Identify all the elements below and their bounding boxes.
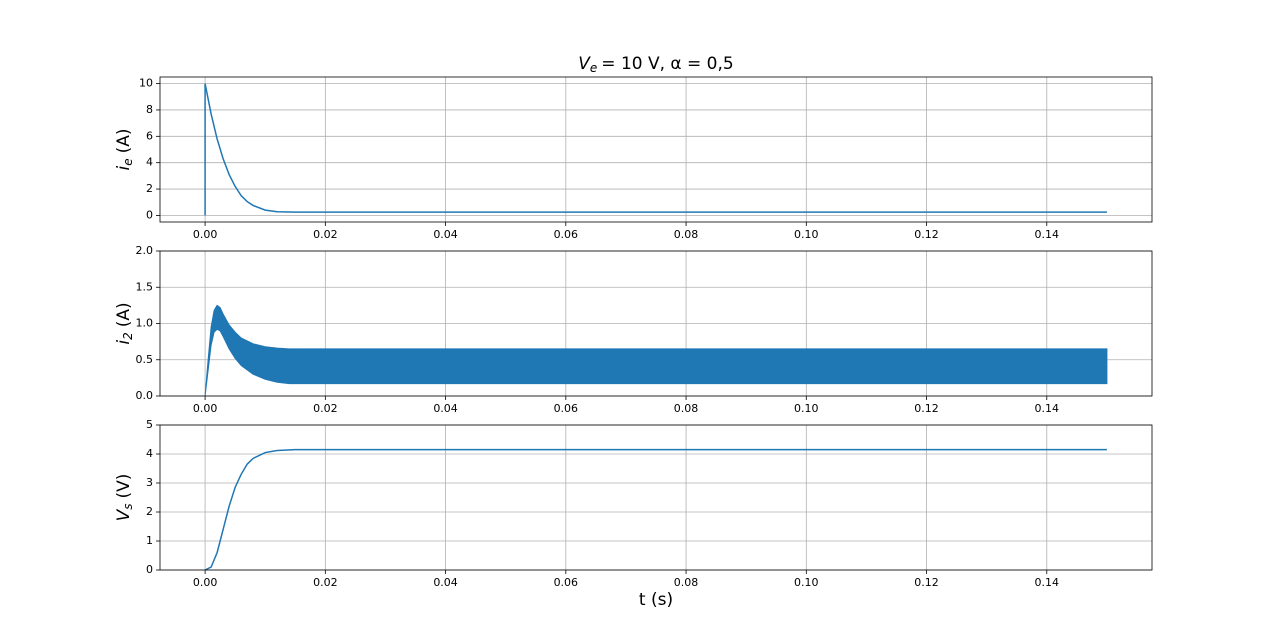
data-band — [204, 304, 1108, 397]
x-tick-label: 0.02 — [313, 402, 338, 415]
y-tick-label: 0.5 — [136, 353, 154, 366]
y-label-unit: (A) — [114, 128, 134, 153]
x-tick-label: 0.04 — [433, 228, 458, 241]
y-tick-label: 0 — [146, 208, 153, 221]
x-tick-label: 0.06 — [554, 576, 579, 589]
title-subscript: e — [590, 61, 597, 75]
y-tick-label: 2 — [146, 505, 153, 518]
y-tick-label: 4 — [146, 447, 153, 460]
y-tick-label: 2 — [146, 182, 153, 195]
y-tick-label: 2.0 — [136, 244, 154, 257]
y-label-subscript: e — [121, 158, 135, 165]
x-tick-label: 0.12 — [914, 576, 939, 589]
y-label-subscript: s — [121, 504, 135, 510]
y-label-subscript: 2 — [121, 332, 135, 340]
data-line — [204, 83, 1107, 216]
x-tick-label: 0.12 — [914, 228, 939, 241]
y-label-unit: (V) — [114, 474, 134, 499]
y-tick-label: 4 — [146, 156, 153, 169]
x-tick-label: 0.08 — [674, 402, 699, 415]
x-tick-label: 0.10 — [794, 228, 819, 241]
axes-frame — [159, 76, 1153, 223]
y-tick-label: 0.0 — [136, 389, 154, 402]
y-tick-label: 6 — [146, 129, 153, 142]
x-tick-label: 0.00 — [193, 576, 218, 589]
y-axis-label: i2 (A) — [114, 302, 135, 344]
x-tick-label: 0.14 — [1035, 576, 1060, 589]
y-tick-label: 1.5 — [136, 280, 154, 293]
y-tick-label: 10 — [139, 77, 153, 90]
x-tick-label: 0.00 — [193, 228, 218, 241]
y-label-symbol: i — [114, 166, 134, 171]
x-tick-label: 0.10 — [794, 402, 819, 415]
axes-frame — [159, 250, 1153, 397]
y-tick-label: 8 — [146, 103, 153, 116]
x-tick-label: 0.04 — [433, 576, 458, 589]
x-tick-label: 0.04 — [433, 402, 458, 415]
x-axis-label: t (s) — [639, 590, 673, 610]
chart-title: Ve = 10 V, α = 0,5 — [578, 54, 733, 75]
y-label-symbol: V — [114, 508, 134, 521]
y-axis-label: ie (A) — [114, 128, 135, 170]
x-tick-label: 0.08 — [674, 228, 699, 241]
y-tick-label: 0 — [146, 563, 153, 576]
title-symbol: V — [578, 54, 591, 74]
x-tick-label: 0.06 — [554, 402, 579, 415]
x-tick-label: 0.00 — [193, 402, 218, 415]
x-tick-label: 0.12 — [914, 402, 939, 415]
axes-frame — [159, 424, 1153, 571]
y-label-symbol: i — [114, 340, 134, 345]
y-tick-label: 5 — [146, 418, 153, 431]
data-line — [204, 448, 1107, 571]
y-label-unit: (A) — [114, 302, 134, 327]
y-tick-label: 3 — [146, 476, 153, 489]
y-tick-label: 1 — [146, 534, 153, 547]
x-tick-label: 0.06 — [554, 228, 579, 241]
x-tick-label: 0.14 — [1035, 402, 1060, 415]
x-tick-label: 0.14 — [1035, 228, 1060, 241]
title-rest: = 10 V, α = 0,5 — [601, 54, 733, 74]
x-tick-label: 0.10 — [794, 576, 819, 589]
y-axis-label: Vs (V) — [114, 474, 135, 522]
x-tick-label: 0.02 — [313, 576, 338, 589]
x-tick-label: 0.02 — [313, 228, 338, 241]
x-tick-label: 0.08 — [674, 576, 699, 589]
y-tick-label: 1.0 — [136, 317, 154, 330]
